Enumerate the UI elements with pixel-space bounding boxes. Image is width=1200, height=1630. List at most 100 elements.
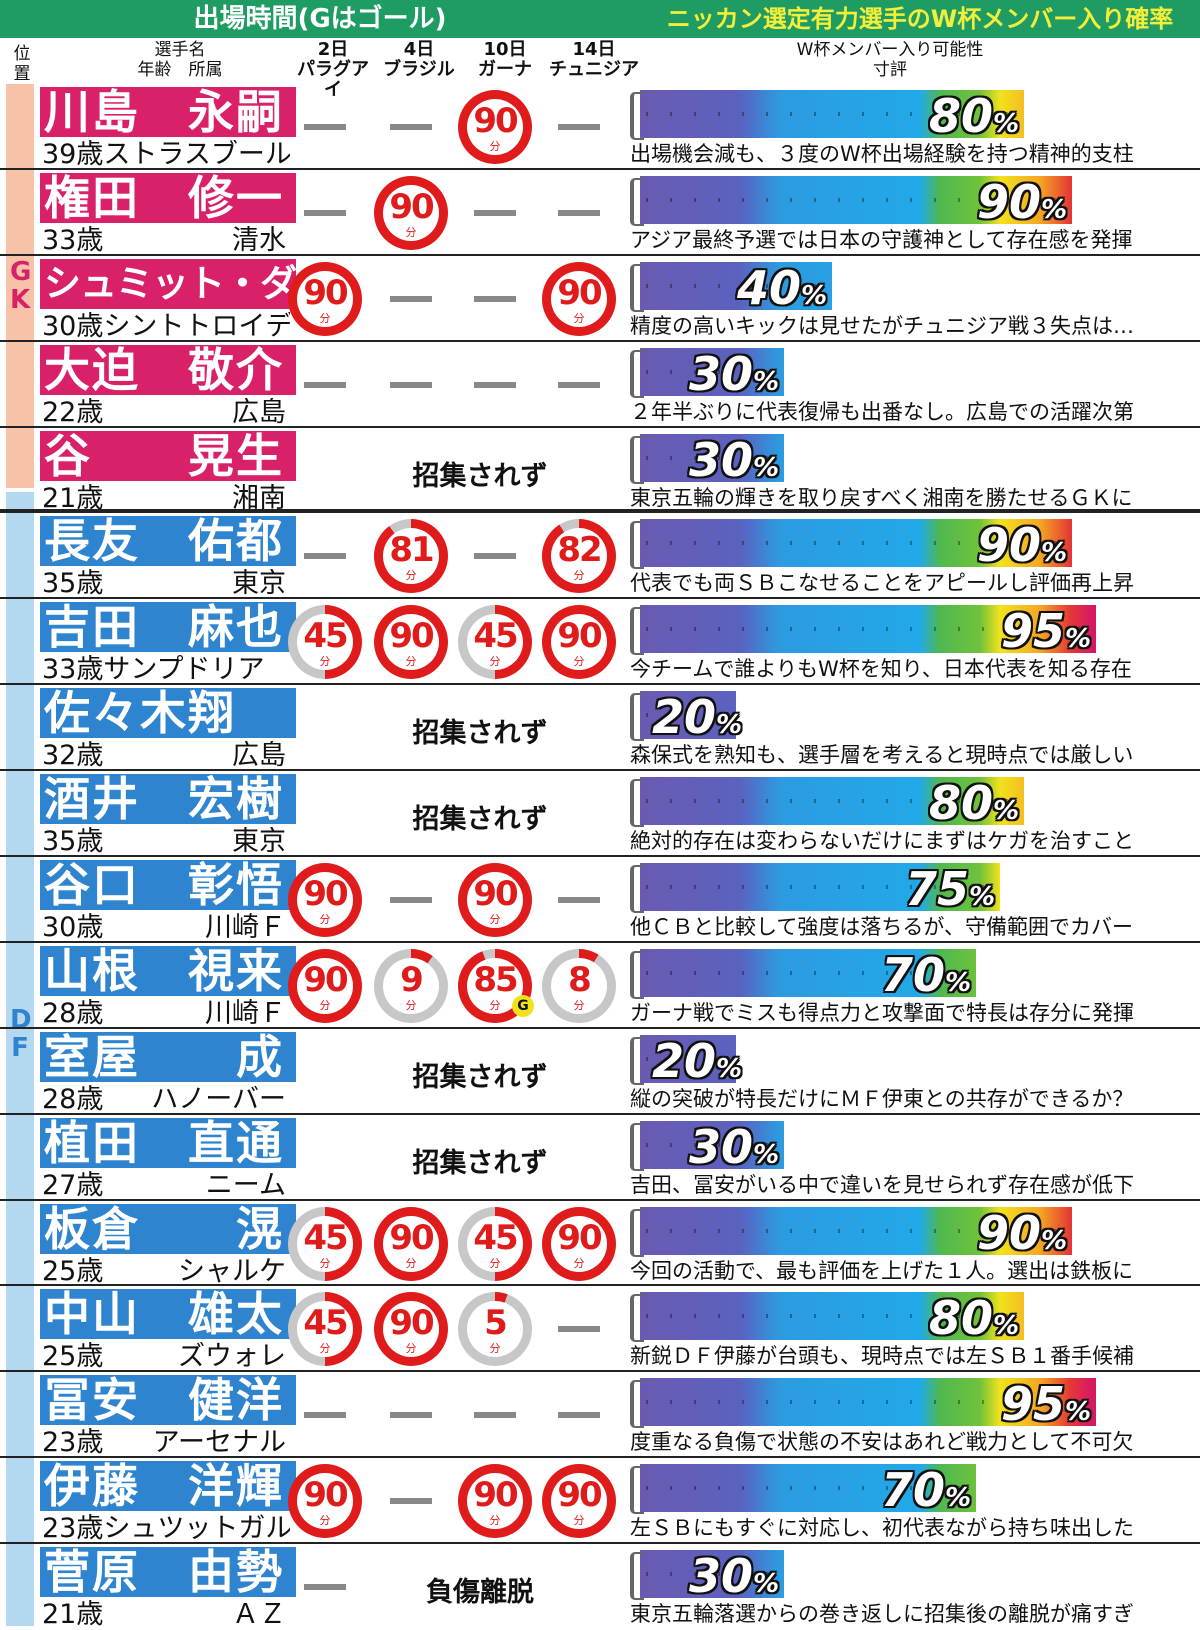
probability-bar-fill — [640, 519, 1072, 568]
minutes-played-circle: 81 分 — [374, 519, 448, 594]
probability-bar-fill — [640, 948, 976, 997]
player-age-club: 30歳 川崎Ｆ — [42, 913, 290, 943]
probability-bar-cap — [630, 521, 644, 570]
player-age: 33歳 — [42, 225, 104, 256]
minutes-value: 45 — [473, 1217, 518, 1258]
no-appearance-dash — [558, 1326, 600, 1333]
minutes-value: 90 — [389, 616, 434, 657]
minutes-unit: 分 — [405, 998, 417, 1012]
probability-bar: 90% — [630, 519, 1120, 570]
minutes-circle-inner: 90 分 — [467, 99, 523, 155]
player-name: 冨安 健洋 — [40, 1375, 296, 1426]
probability-percent: 70% — [881, 1463, 972, 1518]
no-appearance-dash — [558, 1412, 600, 1419]
player-club: 清水 — [232, 225, 286, 256]
player-name: 吉田 麻也 — [40, 602, 296, 653]
minutes-unit: 分 — [319, 1514, 331, 1528]
player-age: 28歳 — [42, 998, 104, 1029]
probability-bar: 80% — [630, 1292, 1120, 1343]
age-club-column-header: 年齢 所属 — [137, 60, 223, 80]
player-row: 中山 雄太 25歳 ズウォレ 45 分 90 分 5 分 80% 新鋭ＤＦ伊藤が台頭も、現時点では左… — [0, 1286, 1200, 1373]
header-bar: 出場時間(Gはゴール) ニッカン選定有力選手のW杯メンバー入り確率 — [0, 0, 1200, 38]
injured-note: 負傷離脱 — [426, 1577, 534, 1609]
probability-bar-fill — [640, 1464, 976, 1513]
player-row: 酒井 宏樹 35歳 東京 招集されず 80% 絶対的存在は変わらないだけにまずはケガを治す… — [0, 771, 1200, 858]
player-comment: 絶対的存在は変わらないだけにまずはケガを治すこと — [630, 829, 1134, 854]
player-comment: 今回の活動で、最も評価を上げた１人。選出は鉄板に — [630, 1258, 1134, 1283]
probability-bar-ticks — [646, 1486, 976, 1491]
percent-unit: % — [993, 109, 1020, 139]
probability-percent: 40% — [737, 260, 828, 315]
percent-unit: % — [993, 1311, 1020, 1342]
gk-position-label: GK — [10, 257, 32, 315]
minutes-value: 90 — [303, 959, 348, 1000]
probability-bar: 90% — [630, 175, 1120, 226]
probability-bar-fill — [640, 1550, 784, 1599]
probability-bar-cap — [630, 1552, 644, 1601]
player-club: 広島 — [232, 741, 286, 772]
minutes-unit: 分 — [573, 655, 585, 669]
probability-bar: 20% — [630, 691, 1120, 742]
player-age-club: 23歳シュツットガルト — [42, 1514, 290, 1544]
probability-bar-fill — [640, 605, 1096, 654]
minutes-circle-inner: 45 分 — [297, 1215, 353, 1272]
df-position-band — [6, 492, 34, 1626]
probability-bar-ticks — [646, 369, 784, 374]
probability-bar: 70% — [630, 1464, 1120, 1515]
minutes-value: 90 — [389, 1217, 434, 1258]
minutes-value: 45 — [303, 1217, 348, 1258]
minutes-value: 90 — [557, 1475, 602, 1516]
no-appearance-dash — [558, 124, 600, 130]
probability-bar-fill — [640, 1034, 736, 1083]
no-appearance-dash — [304, 1412, 346, 1419]
player-age: 21歳 — [42, 1600, 104, 1630]
player-age: 25歳 — [42, 1256, 104, 1287]
player-row: 長友 佑都 35歳 東京 81 分 82 分 90% 代表でも両ＳＢこなせることをアピールし評価… — [0, 513, 1200, 600]
player-row: 植田 直通 27歳 ニーム 招集されず 30% 吉田、冨安がいる中で違いを見せられず存在感… — [0, 1115, 1200, 1201]
minutes-value: 90 — [389, 1303, 434, 1344]
percent-unit: % — [1065, 1397, 1092, 1428]
player-name: 川島 永嗣 — [40, 87, 296, 137]
minutes-circle-inner: 90 分 — [383, 1301, 439, 1358]
minutes-circle-inner: 90 分 — [551, 1473, 607, 1530]
player-age-club: 30歳シントトロイデン — [42, 312, 290, 342]
minutes-value: 81 — [389, 530, 434, 571]
player-row: 山根 視来 28歳 川崎Ｆ 90 分 9 分 85 分 G 8 分 70% ガーナ戦でミスも得点力と攻撃面… — [0, 943, 1200, 1029]
probability-bar-fill — [640, 347, 784, 396]
no-appearance-dash — [304, 124, 346, 130]
probability-bar-ticks — [646, 970, 976, 975]
minutes-unit: 分 — [489, 655, 501, 669]
minutes-unit: 分 — [319, 311, 331, 325]
probability-bar-cap — [630, 779, 644, 828]
minutes-circle-inner: 90 分 — [297, 872, 353, 929]
player-age: 23歳 — [42, 1514, 104, 1545]
minutes-value: 90 — [303, 874, 348, 915]
not-called-note: 招集されず — [412, 1147, 548, 1179]
probability-bar-ticks — [646, 1142, 784, 1147]
player-comment: 度重なる負傷で状態の不安はあれど戦力として不可欠 — [630, 1430, 1134, 1455]
probability-percent: 30% — [689, 346, 780, 401]
player-name: 佐々木翔 — [40, 688, 296, 739]
probability-bar-ticks — [646, 1572, 784, 1577]
minutes-played-circle: 90 分 — [458, 90, 532, 164]
minutes-value: 5 — [484, 1303, 508, 1344]
probability-bar-cap — [630, 177, 644, 226]
probability-bar-ticks — [646, 1314, 1024, 1319]
probability-bar-ticks — [646, 283, 832, 288]
match1-date: 2日 — [317, 39, 349, 60]
not-called-note: 招集されず — [412, 1061, 548, 1093]
player-age: 22歳 — [42, 397, 104, 428]
probability-bar-cap — [630, 92, 644, 140]
percent-unit: % — [969, 882, 996, 913]
minutes-circle-inner: 81 分 — [383, 528, 439, 585]
gk-position-band — [6, 84, 34, 488]
percent-unit: % — [716, 710, 743, 741]
player-age: 23歳 — [42, 1428, 104, 1459]
player-name: 伊藤 洋輝 — [40, 1461, 296, 1512]
probability-bar-cap — [630, 865, 644, 914]
probability-bar-fill — [640, 90, 1024, 138]
